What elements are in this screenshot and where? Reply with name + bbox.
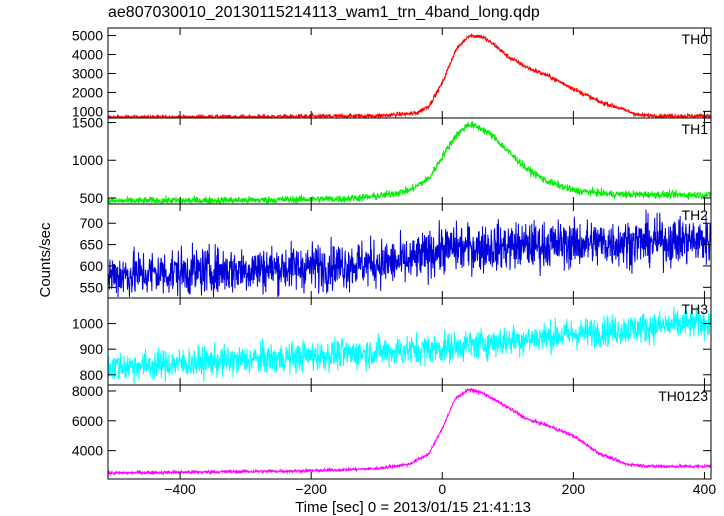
panel-label-th3: TH3 bbox=[682, 301, 709, 317]
panel-label-th1: TH1 bbox=[682, 121, 709, 137]
y-tick-label-th3: 900 bbox=[80, 341, 104, 357]
x-tick-label: −200 bbox=[295, 481, 327, 497]
series-line-th0 bbox=[107, 33, 712, 119]
y-tick-label-th3: 800 bbox=[80, 367, 104, 383]
series-line-th2 bbox=[107, 209, 712, 298]
y-tick-label-th2: 600 bbox=[80, 258, 104, 274]
x-tick-label: 0 bbox=[438, 481, 446, 497]
x-axis-label: Time [sec] 0 = 2013/01/15 21:41:13 bbox=[295, 499, 531, 516]
y-axis-label: Counts/sec bbox=[37, 222, 54, 298]
y-tick-label-th0: 5000 bbox=[72, 28, 103, 44]
series-line-th3 bbox=[107, 306, 712, 385]
x-tick-label: 400 bbox=[693, 481, 717, 497]
x-tick-label: −400 bbox=[164, 481, 196, 497]
y-tick-label-th0: 3000 bbox=[72, 65, 103, 81]
panel-label-th0123: TH0123 bbox=[658, 388, 708, 404]
y-tick-label-th0123: 8000 bbox=[72, 383, 103, 399]
y-tick-label-th0: 2000 bbox=[72, 84, 103, 100]
series-line-th1 bbox=[107, 121, 712, 205]
panel-label-th0: TH0 bbox=[682, 31, 709, 47]
panel-frame-th0 bbox=[107, 27, 712, 119]
y-tick-label-th1: 500 bbox=[80, 190, 104, 206]
y-tick-label-th0123: 4000 bbox=[72, 443, 103, 459]
x-tick-label: 200 bbox=[562, 481, 586, 497]
y-tick-label-th1: 1500 bbox=[72, 115, 103, 131]
y-tick-label-th0: 1000 bbox=[72, 103, 103, 119]
chart-title: ae807030010_20130115214113_wam1_trn_4ban… bbox=[108, 4, 540, 21]
y-tick-label-th2: 550 bbox=[80, 279, 104, 295]
y-tick-label-th3: 1000 bbox=[72, 316, 103, 332]
y-tick-label-th0: 4000 bbox=[72, 47, 103, 63]
y-tick-label-th2: 650 bbox=[80, 237, 104, 253]
y-tick-label-th1: 1000 bbox=[72, 152, 103, 168]
y-tick-label-th2: 700 bbox=[80, 215, 104, 231]
panel-frame-th0123 bbox=[107, 384, 712, 480]
panel-label-th2: TH2 bbox=[682, 207, 709, 223]
y-tick-label-th0123: 6000 bbox=[72, 413, 103, 429]
series-line-th0123 bbox=[107, 387, 712, 477]
